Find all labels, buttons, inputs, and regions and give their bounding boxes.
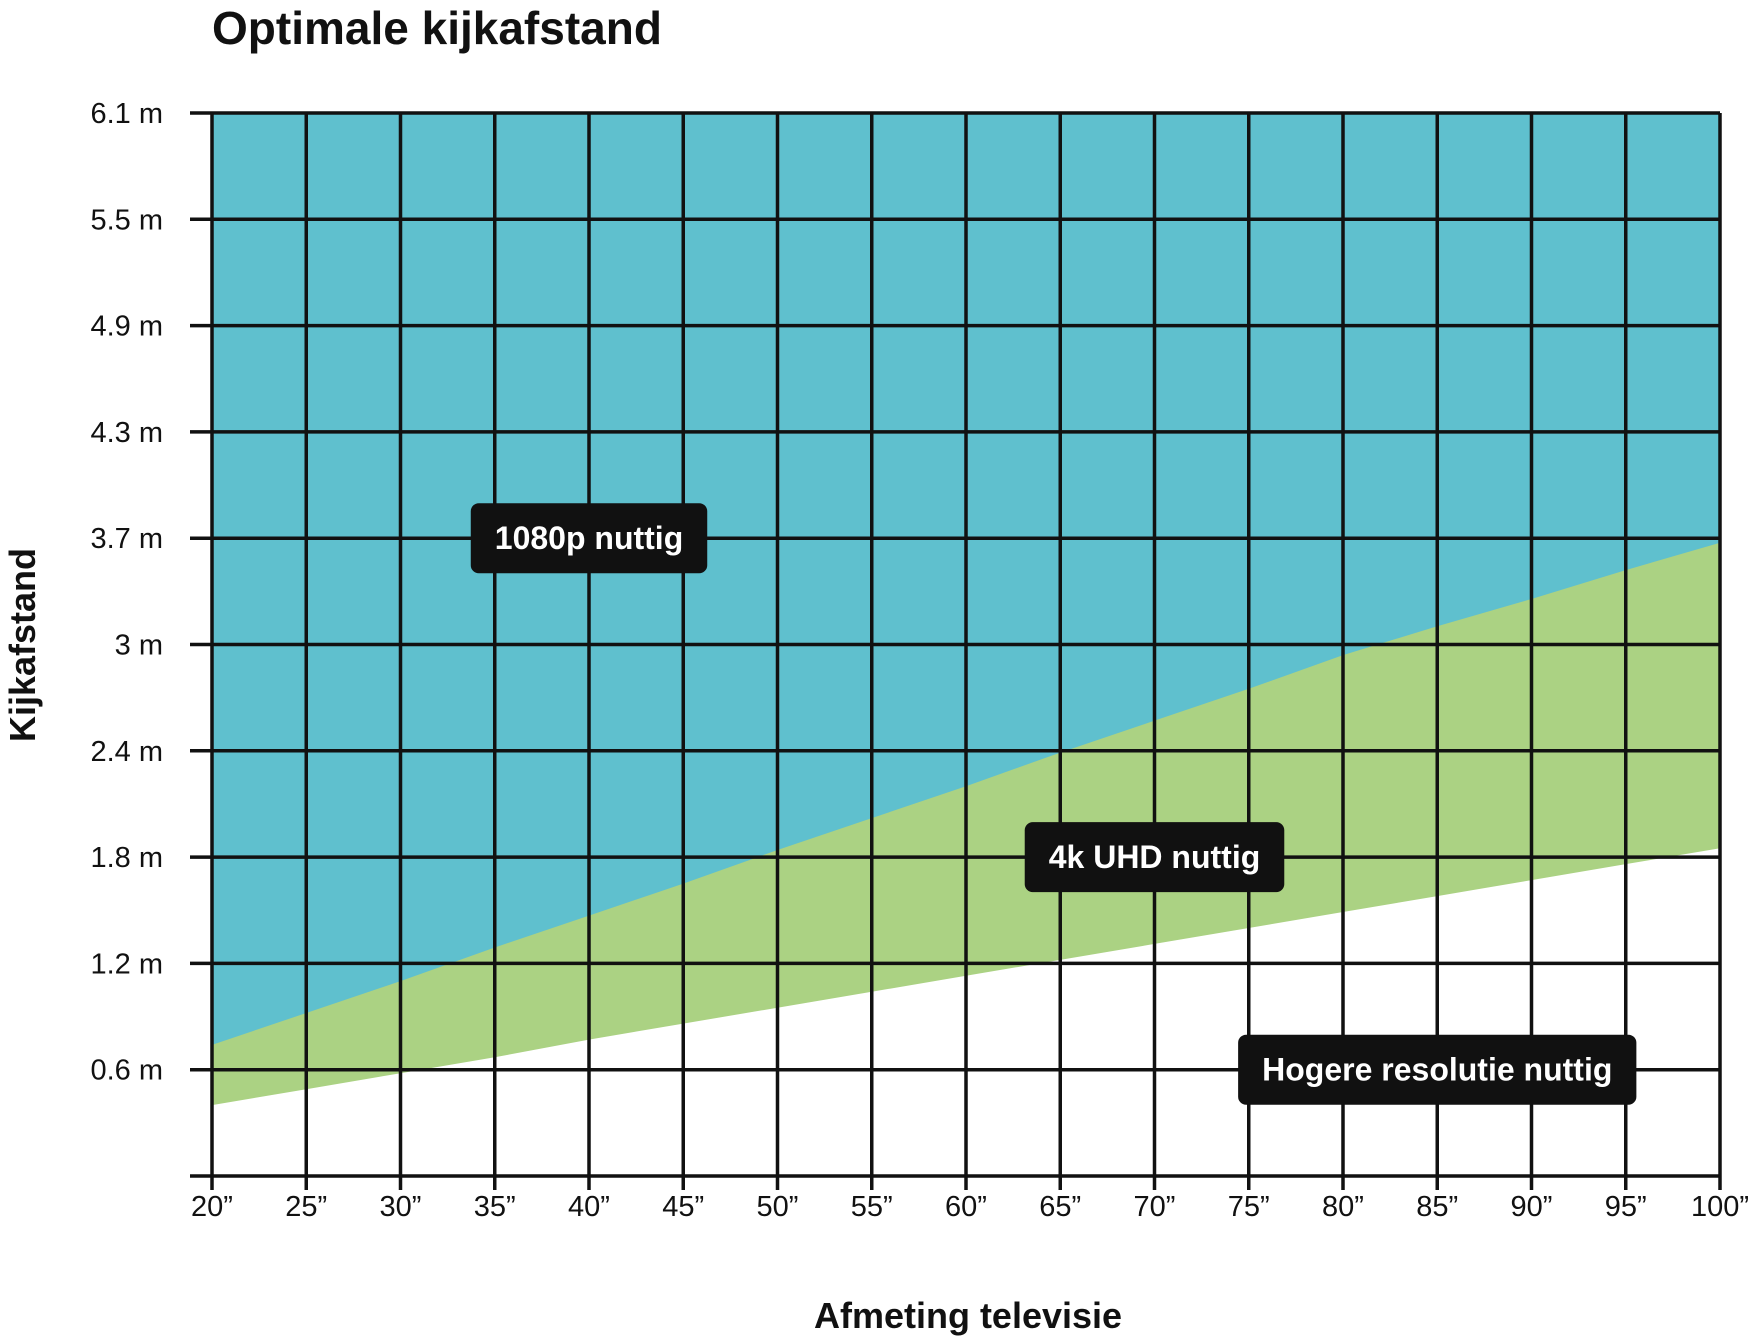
x-tick-label: 20”: [191, 1191, 233, 1223]
x-axis-title: Afmeting televisie: [814, 1295, 1122, 1336]
x-tick-label: 35”: [474, 1191, 516, 1223]
x-tick-label: 85”: [1416, 1191, 1458, 1223]
x-axis-ticks: 20” 25” 30” 35” 40” 45” 50” 55” 60” 65” 70” 75” 80” 8…: [191, 1191, 1749, 1223]
region-label-background: [1024, 822, 1285, 893]
y-tick-label: 1.2 m: [90, 948, 163, 980]
x-tick-label: 60”: [945, 1191, 987, 1223]
x-tick-label: 90”: [1511, 1191, 1553, 1223]
y-tick-label: 4.3 m: [90, 417, 163, 449]
y-tick-label: 6.1 m: [90, 98, 163, 130]
y-tick-label: 4.9 m: [90, 311, 163, 343]
x-tick-label: 80”: [1322, 1191, 1364, 1223]
y-tick-label: 3.7 m: [90, 523, 163, 555]
y-tick-label: 2.4 m: [90, 736, 163, 768]
x-tick-label: 65”: [1039, 1191, 1081, 1223]
chart-title: Optimale kijkafstand: [212, 2, 662, 54]
region-label-box: 4k UHD nuttig: [1024, 822, 1285, 893]
region-label-text: 1080p nuttig: [495, 520, 683, 556]
x-tick-label: 40”: [568, 1191, 610, 1223]
y-axis-ticks: 0.6 m 1.2 m 1.8 m 2.4 m 3 m 3.7 m 4.3 m 4.9 m 5.…: [90, 98, 163, 1087]
y-tick-label: 0.6 m: [90, 1055, 163, 1087]
x-tick-label: 25”: [285, 1191, 327, 1223]
y-tick-label: 5.5 m: [90, 204, 163, 236]
y-tick-label: 3 m: [115, 630, 163, 662]
x-tick-label: 95”: [1605, 1191, 1647, 1223]
y-tick-label: 1.8 m: [90, 842, 163, 874]
region-label-background: [470, 503, 708, 574]
region-label-box: Hogere resolutie nuttig: [1238, 1034, 1637, 1105]
x-tick-label: 45”: [662, 1191, 704, 1223]
x-tick-label: 100”: [1691, 1191, 1749, 1223]
chart-annotations: 1080p nuttig 4k UHD nuttig Hogere resoluti…: [470, 503, 1637, 1105]
x-tick-label: 55”: [851, 1191, 893, 1223]
region-label-box: 1080p nuttig: [470, 503, 708, 574]
x-tick-label: 30”: [380, 1191, 422, 1223]
region-label-text: Hogere resolutie nuttig: [1262, 1052, 1612, 1088]
y-axis-title: Kijkafstand: [2, 548, 43, 742]
chart-grid: [190, 111, 1722, 1190]
x-tick-label: 50”: [757, 1191, 799, 1223]
x-tick-label: 70”: [1134, 1191, 1176, 1223]
region-label-text: 4k UHD nuttig: [1049, 839, 1261, 875]
x-tick-label: 75”: [1228, 1191, 1270, 1223]
region-label-background: [1238, 1034, 1637, 1105]
